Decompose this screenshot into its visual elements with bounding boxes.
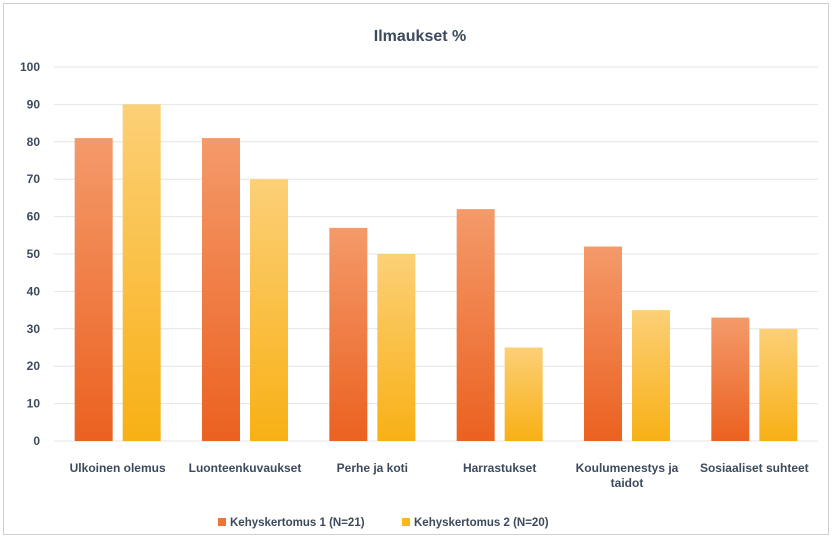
y-tick-label: 60 (27, 210, 41, 224)
bar-series-2 (377, 254, 416, 441)
bar-chart: Ilmaukset % 0 10 20 30 40 50 60 70 80 90 100 Ulkoi… (20, 28, 818, 529)
x-category-label: Ulkoinen olemus (70, 461, 166, 475)
bar-series-2 (122, 104, 161, 442)
x-category-label: Sosiaaliset suhteet (700, 461, 809, 475)
y-tick-label: 10 (27, 397, 41, 411)
y-tick-label: 100 (20, 60, 40, 74)
x-axis-categories: Ulkoinen olemus Luonteenkuvaukset Perhe ja… (70, 461, 809, 490)
chart-title: Ilmaukset % (374, 28, 466, 45)
bar-series-1 (329, 227, 368, 441)
y-tick-label: 90 (27, 97, 41, 111)
y-tick-label: 70 (27, 172, 41, 186)
bar-series-1 (584, 246, 622, 441)
legend-swatch (218, 518, 226, 526)
x-category-label: Harrastukset (463, 461, 536, 475)
bar-series-2 (504, 347, 543, 441)
chart-frame: Ilmaukset % 0 10 20 30 40 50 60 70 80 90 100 Ulkoi… (3, 3, 829, 535)
y-tick-label: 20 (27, 359, 41, 373)
bar-series-2 (759, 328, 798, 441)
gridlines (54, 66, 818, 442)
bar-series-1 (711, 317, 750, 441)
x-category-label: Perhe ja koti (337, 461, 408, 475)
y-tick-label: 40 (27, 284, 41, 298)
y-tick-label: 50 (27, 247, 41, 261)
y-axis-ticks: 0 10 20 30 40 50 60 70 80 90 100 (20, 60, 40, 448)
legend: Kehyskertomus 1 (N=21) Kehyskertomus 2 (N… (218, 517, 549, 529)
y-tick-label: 80 (27, 135, 41, 149)
x-category-label: Koulumenestys ja (576, 461, 679, 475)
bar-series-2 (632, 310, 670, 441)
y-tick-label: 0 (33, 434, 40, 448)
y-tick-label: 30 (27, 322, 41, 336)
x-category-label: Luonteenkuvaukset (189, 461, 302, 475)
bars (74, 104, 798, 442)
x-category-label: taidot (611, 476, 644, 490)
legend-label: Kehyskertomus 2 (N=20) (414, 517, 549, 529)
bar-series-1 (202, 138, 240, 441)
legend-swatch (402, 518, 410, 526)
bar-series-1 (74, 138, 113, 441)
legend-label: Kehyskertomus 1 (N=21) (230, 517, 365, 529)
bar-series-2 (250, 179, 288, 441)
bar-series-1 (456, 209, 495, 441)
